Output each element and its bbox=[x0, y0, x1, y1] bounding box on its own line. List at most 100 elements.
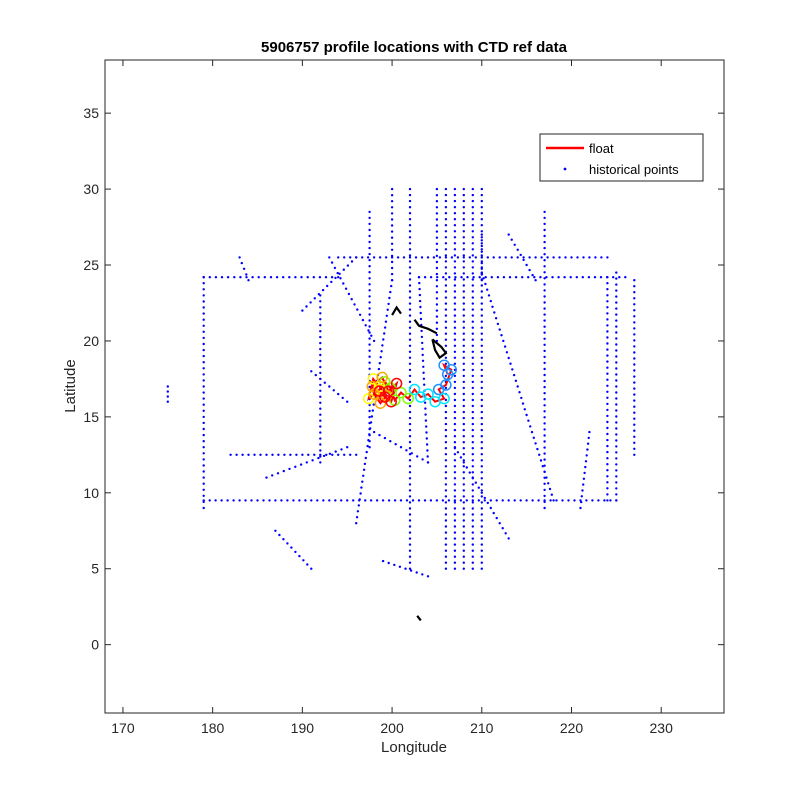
historical-point bbox=[166, 395, 169, 398]
historical-point bbox=[311, 459, 314, 462]
historical-point bbox=[435, 242, 439, 245]
historical-point bbox=[426, 449, 429, 452]
historical-point bbox=[368, 289, 371, 292]
historical-point bbox=[563, 276, 566, 279]
historical-point bbox=[471, 224, 474, 227]
historical-point bbox=[383, 326, 387, 329]
historical-point bbox=[516, 256, 519, 259]
historical-point bbox=[289, 453, 292, 456]
historical-point bbox=[361, 318, 365, 322]
historical-point bbox=[615, 475, 618, 478]
historical-point bbox=[483, 496, 486, 500]
historical-point bbox=[582, 483, 585, 486]
historical-points-track bbox=[462, 187, 465, 570]
historical-point bbox=[483, 499, 486, 502]
historical-point bbox=[322, 499, 325, 502]
historical-point bbox=[580, 495, 583, 498]
historical-point bbox=[480, 362, 483, 365]
historical-point bbox=[615, 403, 618, 406]
historical-point bbox=[593, 276, 597, 279]
historical-point bbox=[606, 378, 609, 381]
historical-point bbox=[615, 379, 618, 382]
historical-point bbox=[435, 260, 439, 264]
historical-point bbox=[606, 318, 609, 321]
historical-point bbox=[355, 522, 358, 525]
historical-point bbox=[319, 347, 322, 351]
historical-point bbox=[295, 453, 298, 456]
historical-points-track bbox=[166, 385, 169, 403]
historical-point bbox=[543, 404, 546, 407]
historical-point bbox=[633, 435, 636, 438]
historical-point bbox=[507, 233, 510, 236]
historical-point bbox=[245, 276, 248, 279]
historical-point bbox=[358, 313, 362, 316]
historical-points-track bbox=[328, 256, 376, 343]
historical-point bbox=[530, 430, 534, 434]
historical-point bbox=[372, 430, 376, 434]
historical-point bbox=[538, 453, 541, 456]
historical-point bbox=[390, 230, 394, 233]
historical-point bbox=[606, 336, 609, 339]
historical-point bbox=[528, 268, 531, 272]
historical-points-track bbox=[507, 233, 537, 282]
historical-point bbox=[319, 353, 322, 357]
historical-point bbox=[444, 193, 448, 197]
historical-point bbox=[390, 266, 394, 270]
historical-point bbox=[510, 256, 513, 259]
historical-point bbox=[410, 452, 413, 455]
historical-point bbox=[615, 283, 618, 286]
historical-point bbox=[606, 432, 609, 436]
historical-point bbox=[606, 348, 609, 351]
historical-point bbox=[444, 332, 448, 335]
float-profile-marker bbox=[382, 385, 395, 397]
historical-point bbox=[378, 433, 381, 437]
historical-point bbox=[408, 453, 412, 456]
historical-point bbox=[310, 499, 313, 502]
historical-point bbox=[355, 256, 358, 259]
historical-point bbox=[480, 314, 483, 317]
historical-point bbox=[468, 471, 471, 474]
historical-point bbox=[480, 267, 483, 270]
chart-title: 5906757 profile locations with CTD ref d… bbox=[261, 39, 568, 56]
historical-point bbox=[444, 266, 448, 269]
historical-point bbox=[543, 422, 546, 425]
historical-points-track bbox=[435, 187, 439, 343]
historical-point bbox=[319, 413, 322, 416]
historical-point bbox=[586, 442, 590, 445]
historical-points-track bbox=[480, 187, 483, 570]
historical-point bbox=[316, 499, 319, 502]
historical-point bbox=[462, 453, 465, 456]
historical-point bbox=[480, 519, 483, 522]
historical-point bbox=[471, 404, 474, 408]
historical-point bbox=[606, 420, 609, 424]
historical-point bbox=[471, 422, 474, 426]
historical-point bbox=[471, 284, 474, 287]
historical-point bbox=[633, 417, 636, 420]
historical-point bbox=[393, 499, 397, 502]
historical-point bbox=[471, 314, 474, 317]
historical-point bbox=[239, 276, 242, 279]
historical-point bbox=[417, 499, 421, 502]
historical-point bbox=[480, 416, 483, 420]
historical-point bbox=[330, 280, 333, 284]
historical-point bbox=[370, 415, 374, 418]
historical-point bbox=[597, 499, 600, 502]
historical-points-track bbox=[202, 276, 340, 279]
historical-point bbox=[508, 276, 512, 279]
historical-point bbox=[368, 446, 371, 449]
historical-point bbox=[421, 347, 424, 351]
historical-point bbox=[471, 495, 474, 498]
historical-point bbox=[495, 499, 498, 502]
historical-point bbox=[480, 441, 483, 444]
historical-point bbox=[408, 199, 412, 203]
historical-point bbox=[368, 434, 371, 437]
historical-point bbox=[378, 362, 381, 365]
historical-point bbox=[444, 428, 448, 432]
historical-point bbox=[543, 349, 546, 353]
historical-point bbox=[480, 561, 483, 564]
historical-point bbox=[286, 499, 289, 502]
historical-point bbox=[606, 469, 609, 472]
historical-point bbox=[471, 218, 474, 221]
historical-point bbox=[408, 350, 412, 353]
historical-point bbox=[202, 342, 205, 346]
